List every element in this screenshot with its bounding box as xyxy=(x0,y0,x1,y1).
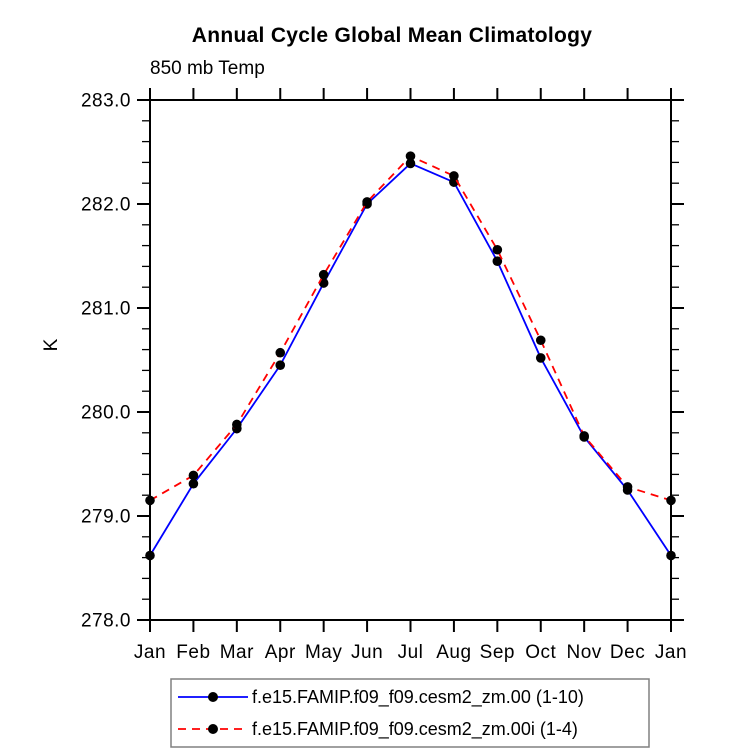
plot-area: 278.0 279.0 280.0 281.0 282.0 283.0 Jan Feb Mar A… xyxy=(81,88,687,663)
x-tick-label: Jan xyxy=(134,642,166,663)
data-point-marker xyxy=(492,256,503,267)
x-tick-label: Aug xyxy=(436,642,471,663)
legend-box xyxy=(170,678,650,748)
data-point-marker xyxy=(188,470,199,481)
data-point-marker xyxy=(535,335,546,346)
data-point-marker xyxy=(405,158,416,169)
x-tick-label: May xyxy=(305,642,342,663)
legend-marker-dot xyxy=(208,724,218,734)
data-point-marker xyxy=(145,550,155,561)
x-tick-label: Jan xyxy=(655,642,687,663)
series-line-0 xyxy=(149,162,672,557)
x-tick-label: Mar xyxy=(220,642,254,663)
y-tick-label: 282.0 xyxy=(81,195,131,216)
chart-title: Annual Cycle Global Mean Climatology xyxy=(192,24,593,47)
data-point-marker xyxy=(275,360,286,371)
y-tick-label: 279.0 xyxy=(81,507,131,528)
data-point-marker xyxy=(318,269,329,280)
data-point-marker xyxy=(232,419,242,430)
x-tick-label: Jul xyxy=(398,642,424,663)
chart-subtitle: 850 mb Temp xyxy=(150,58,265,79)
data-point-marker xyxy=(145,495,155,506)
data-point-marker xyxy=(275,347,286,358)
data-point-marker xyxy=(622,482,633,492)
x-tick-label: Nov xyxy=(567,642,602,663)
data-point-marker xyxy=(666,495,676,506)
legend-label-series-0: f.e15.FAMIP.f09_f09.cesm2_zm.00 (1-10) xyxy=(252,687,584,708)
y-tick-label: 278.0 xyxy=(81,611,131,632)
data-point-marker xyxy=(535,353,546,363)
y-tick-label: 280.0 xyxy=(81,403,131,424)
x-tick-label: Apr xyxy=(265,642,296,663)
data-point-marker xyxy=(449,171,459,181)
data-point-marker xyxy=(492,244,503,255)
y-tick-label: 283.0 xyxy=(81,91,131,112)
data-point-marker xyxy=(405,151,416,161)
x-tick-label: Oct xyxy=(525,642,556,663)
y-tick-label: 281.0 xyxy=(81,299,131,320)
plot-frame xyxy=(149,99,672,621)
x-tick-label: Dec xyxy=(610,642,645,663)
data-point-marker xyxy=(362,197,372,207)
legend-label-series-1: f.e15.FAMIP.f09_f09.cesm2_zm.00i (1-4) xyxy=(252,719,578,740)
data-point-marker xyxy=(579,431,589,441)
x-tick-label: Sep xyxy=(480,642,515,663)
data-point-marker xyxy=(188,478,199,489)
x-tick-label: Feb xyxy=(176,642,210,663)
legend-marker-dot xyxy=(208,692,218,702)
data-point-marker xyxy=(666,550,676,561)
y-axis-label: K xyxy=(41,338,62,351)
legend: f.e15.FAMIP.f09_f09.cesm2_zm.00 (1-10) f… xyxy=(170,678,650,748)
x-tick-label: Jun xyxy=(351,642,383,663)
